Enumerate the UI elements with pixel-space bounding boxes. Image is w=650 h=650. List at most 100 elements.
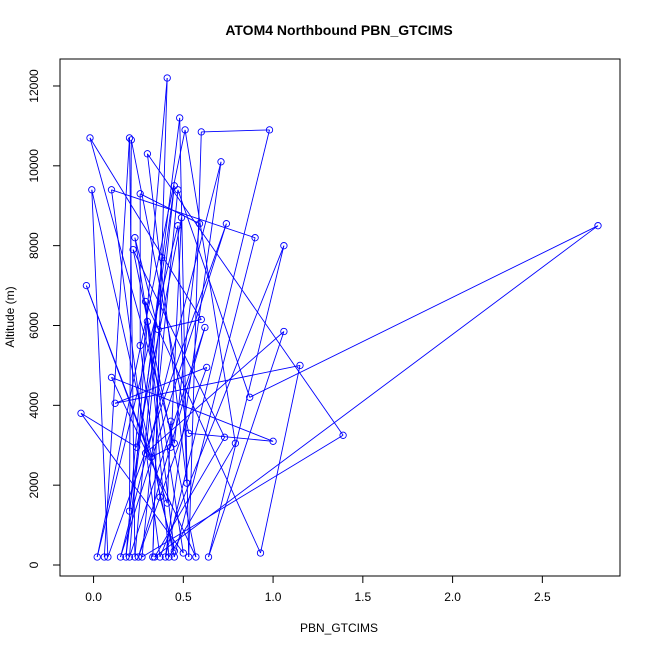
data-point — [147, 453, 155, 461]
x-tick-label: 2.5 — [534, 590, 551, 604]
line-segment — [159, 496, 175, 552]
data-point — [93, 553, 101, 561]
data-point — [594, 222, 602, 230]
data-point — [127, 136, 135, 144]
line-segment — [145, 185, 175, 454]
data-point — [143, 317, 152, 326]
data-point — [131, 553, 139, 561]
x-tick-label: 0.0 — [85, 590, 102, 604]
data-point — [256, 549, 265, 557]
line-segment — [145, 331, 285, 454]
line-segment — [201, 129, 270, 133]
data-point — [156, 493, 164, 501]
y-axis-label: Altitude (m) — [3, 286, 17, 347]
line-segment — [134, 237, 184, 554]
data-point — [220, 433, 229, 441]
data-point — [77, 409, 85, 417]
line-segment — [120, 161, 222, 558]
data-point — [339, 431, 347, 439]
data-point — [265, 126, 274, 134]
data-point — [125, 507, 134, 515]
data-point — [107, 186, 116, 194]
line-segment — [134, 237, 159, 330]
line-segment — [164, 161, 222, 558]
data-point — [100, 553, 108, 561]
line-segment — [89, 137, 175, 444]
data-point — [177, 214, 186, 222]
data-point — [165, 553, 173, 561]
data-point — [161, 553, 170, 561]
y-axis: 0 2000 4000 6000 8000 10000 12000 — [27, 69, 61, 568]
data-point — [107, 373, 116, 382]
line-segment — [150, 446, 172, 458]
x-axis: 0.0 0.5 1.0 1.5 2.0 2.5 — [85, 575, 551, 604]
data-point — [163, 74, 171, 82]
line-segment — [146, 321, 175, 552]
data-point — [185, 429, 193, 437]
line-segment — [184, 129, 236, 444]
data-point — [116, 553, 125, 561]
y-tick-label: 8000 — [27, 232, 41, 259]
data-point — [174, 186, 182, 194]
data-point — [296, 361, 304, 370]
data-point — [138, 553, 146, 561]
chart-title: ATOM4 Northbound PBN_GTCIMS — [225, 22, 452, 38]
line-segment — [159, 245, 285, 558]
data-point — [246, 393, 254, 401]
data-point — [136, 190, 144, 198]
data-point — [251, 234, 259, 242]
line-segment — [168, 443, 236, 558]
data-point — [111, 399, 119, 407]
line-segment — [145, 301, 170, 558]
line-segment — [208, 331, 285, 558]
data-point — [269, 437, 277, 445]
line-segment — [145, 301, 261, 554]
data-point — [163, 499, 171, 507]
line-segment — [80, 412, 137, 448]
series-line — [80, 77, 599, 558]
x-tick-label: 1.0 — [265, 590, 282, 604]
data-point — [82, 281, 91, 290]
line-segment — [103, 137, 130, 558]
line-segment — [166, 421, 172, 504]
x-tick-label: 1.5 — [354, 590, 371, 604]
data-point — [104, 553, 112, 561]
line-segment — [208, 245, 285, 558]
line-segment — [147, 153, 344, 436]
line-segment — [89, 137, 202, 320]
data-point — [136, 341, 144, 350]
line-segment — [130, 139, 190, 434]
x-axis-label: PBN_GTCIMS — [300, 621, 378, 635]
line-segment — [115, 364, 301, 404]
data-point — [183, 479, 191, 487]
data-point — [204, 553, 213, 561]
data-point — [222, 220, 231, 228]
y-tick-label: 0 — [27, 561, 41, 568]
line-segment — [107, 223, 227, 558]
line-segment — [132, 249, 197, 558]
data-point — [132, 443, 141, 451]
data-point — [131, 234, 139, 242]
data-point — [167, 443, 175, 451]
line-segment — [170, 217, 182, 448]
data-point — [125, 553, 134, 561]
y-tick-label: 2000 — [27, 472, 41, 499]
line-segment — [177, 189, 251, 398]
line-segment — [96, 225, 179, 558]
data-point — [197, 315, 205, 324]
data-point — [143, 150, 152, 158]
data-point — [280, 242, 288, 250]
y-tick-label: 12000 — [27, 69, 41, 103]
data-point — [231, 439, 240, 447]
data-point — [156, 553, 164, 561]
x-tick-label: 2.0 — [444, 590, 461, 604]
data-point — [181, 126, 189, 134]
data-point — [141, 449, 150, 457]
data-point — [197, 128, 205, 136]
data-point — [154, 325, 162, 334]
line-segment — [249, 225, 599, 398]
data-point — [217, 158, 225, 166]
y-tick-label: 6000 — [27, 312, 41, 339]
